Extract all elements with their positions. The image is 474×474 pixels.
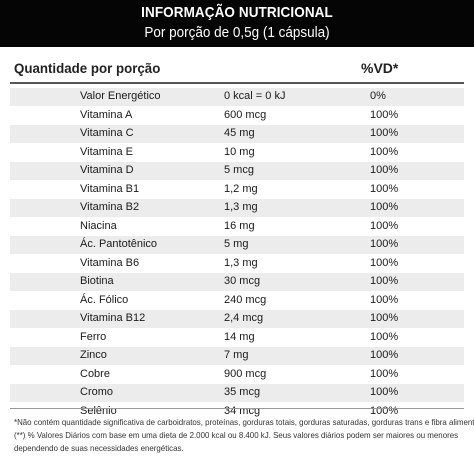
nutrient-quantity: 5 mg [224,235,370,255]
header-divider [10,82,464,84]
nutrient-quantity: 2,4 mcg [224,309,370,329]
table-row: Vitamina A 600 mcg 100% [10,106,464,125]
footnote-line-3: dependendo de suas necessidades energéti… [14,443,184,453]
nutrient-daily-value: 100% [370,365,464,384]
nutrient-daily-value: 100% [370,291,464,310]
table-bottom-divider [10,408,464,409]
nutrient-name: Vitamina B1 [10,180,224,199]
nutrient-name: Vitamina B2 [10,198,224,218]
nutrient-name: Selênio [10,402,224,421]
footnote-line-2: (**) % Valores Diários com base em uma d… [14,430,459,440]
nutrient-daily-value: 100% [370,143,464,162]
nutrient-name: Ác. Pantotênico [10,235,224,255]
nutrient-quantity: 7 mg [224,346,370,366]
table-row: Vitamina E 10 mg 100% [10,143,464,162]
nutrient-quantity: 10 mg [224,143,370,162]
table-row: Cobre 900 mcg 100% [10,365,464,384]
nutrient-daily-value: 100% [370,198,464,218]
column-header-quantity: Quantidade por porção [14,60,161,76]
nutrient-name: Zinco [10,346,224,366]
table-row: Biotina 30 mcg 100% [10,272,464,292]
table-row: Vitamina C 45 mg 100% [10,124,464,144]
table-row: Ác. Pantotênico 5 mg 100% [10,235,464,255]
nutrient-daily-value: 100% [370,161,464,181]
nutrient-quantity: 35 mcg [224,383,370,403]
serving-size: Por porção de 0,5g (1 cápsula) [144,24,330,41]
nutrient-daily-value: 100% [370,235,464,255]
table-row: Niacina 16 mg 100% [10,217,464,236]
nutrient-daily-value: 100% [370,106,464,125]
table-row: Vitamina B6 1,3 mg 100% [10,254,464,273]
panel-title: INFORMAÇÃO NUTRICIONAL [141,4,333,21]
nutrient-name: Ferro [10,328,224,347]
nutrient-quantity: 600 mcg [224,106,370,125]
nutrient-name: Vitamina A [10,106,224,125]
nutrient-daily-value: 100% [370,180,464,199]
table-row: Zinco 7 mg 100% [10,346,464,366]
nutrient-quantity: 0 kcal = 0 kJ [224,88,370,107]
nutrient-quantity: 16 mg [224,217,370,236]
nutrient-name: Valor Energético [10,88,224,107]
table-row: Selênio 34 mcg 100% [10,402,464,421]
column-header-daily-value: %VD* [361,60,399,76]
nutrient-name: Cromo [10,383,224,403]
nutrient-daily-value: 100% [370,383,464,403]
table-row: Ferro 14 mg 100% [10,328,464,347]
nutrient-quantity: 1,3 mg [224,198,370,218]
nutrient-daily-value: 100% [370,254,464,273]
nutrient-name: Vitamina B12 [10,309,224,329]
nutrient-daily-value: 100% [370,402,464,421]
nutrient-daily-value: 100% [370,346,464,366]
nutrient-quantity: 34 mcg [224,402,370,421]
table-row: Vitamina B2 1,3 mg 100% [10,198,464,218]
nutrient-daily-value: 100% [370,124,464,144]
nutrient-quantity: 14 mg [224,328,370,347]
nutrient-name: Niacina [10,217,224,236]
nutrient-name: Vitamina E [10,143,224,162]
table-row: Vitamina B12 2,4 mcg 100% [10,309,464,329]
nutrient-quantity: 240 mcg [224,291,370,310]
header-bar: INFORMAÇÃO NUTRICIONAL Por porção de 0,5… [0,0,474,47]
nutrient-table: Valor Energético 0 kcal = 0 kJ 0% Vitamina … [10,88,464,421]
nutrient-quantity: 1,2 mg [224,180,370,199]
table-row: Vitamina B1 1,2 mg 100% [10,180,464,199]
table-row: Cromo 35 mcg 100% [10,383,464,403]
nutrient-daily-value: 100% [370,272,464,292]
nutrient-name: Vitamina C [10,124,224,144]
table-row: Valor Energético 0 kcal = 0 kJ 0% [10,88,464,107]
nutrient-quantity: 900 mcg [224,365,370,384]
nutrient-daily-value: 100% [370,309,464,329]
nutrient-quantity: 1,3 mg [224,254,370,273]
nutrient-name: Ác. Fólico [10,291,224,310]
nutrient-quantity: 30 mcg [224,272,370,292]
nutrient-daily-value: 100% [370,217,464,236]
nutrient-quantity: 45 mg [224,124,370,144]
footnote-line-1: *Não contém quantidade significativa de … [14,417,474,427]
nutrient-daily-value: 100% [370,328,464,347]
nutrient-name: Vitamina B6 [10,254,224,273]
nutrient-daily-value: 0% [370,88,464,107]
nutrient-name: Biotina [10,272,224,292]
nutrient-quantity: 5 mcg [224,161,370,181]
nutrient-name: Vitamina D [10,161,224,181]
nutrient-name: Cobre [10,365,224,384]
table-row: Ác. Fólico 240 mcg 100% [10,291,464,310]
